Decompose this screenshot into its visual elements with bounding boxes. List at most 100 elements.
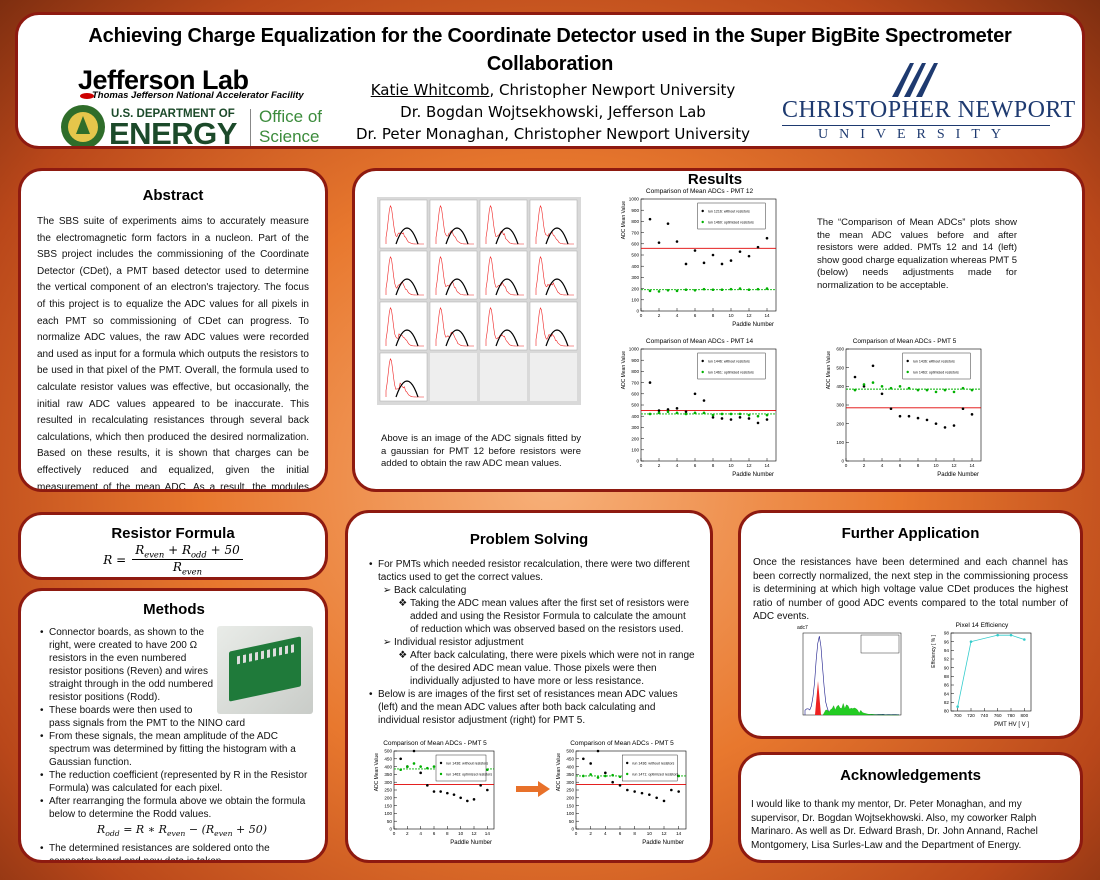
y-tick-label: 86 [944,683,950,688]
y-tick-label: 250 [566,788,574,793]
y-tick-label: 80 [944,709,950,714]
y-tick-label: 400 [384,764,392,769]
empty-panel [430,353,477,401]
results-panel: Results Above is an image of the ADC sig… [352,168,1085,492]
list-item: Individual resistor adjustment After back… [394,636,696,688]
plot-frame [950,632,1032,712]
x-tick-label: 720 [967,713,975,718]
legend-label: run 1461: optimized resistors [708,370,754,374]
data-point [693,411,697,415]
x-tick-label: 740 [980,713,988,718]
data-point [880,392,884,396]
y-tick-label: 200 [384,796,392,801]
data-point [675,411,679,415]
data-point [1023,638,1026,641]
data-point [648,289,652,293]
data-point [969,640,973,643]
y-tick-label: 900 [631,358,639,363]
legend-box [902,352,971,380]
data-point [956,705,959,708]
gaussian-fit [395,278,419,296]
data-point [582,757,585,761]
data-point [693,249,697,252]
gaussian-fit [445,329,469,347]
empty-panel [530,353,577,401]
abstract-text: The SBS suite of experiments aims to acc… [37,216,309,492]
item-text: Individual resistor adjustment [394,637,524,648]
y-axis-label: ADC Mean Value [826,351,832,389]
data-point [729,259,733,262]
y-tick-label: 1000 [629,197,640,202]
y-tick-label: 0 [389,827,392,832]
data-point [657,409,661,412]
data-point [399,768,402,772]
y-axis-label: ADC Mean Value [556,753,562,791]
section-title: Problem Solving [469,531,589,548]
data-point [747,413,751,417]
further-application-panel: Further Application Once the resistances… [738,510,1083,739]
further-text: Once the resistances have been determine… [753,557,1068,622]
data-point [648,381,652,384]
acknowledgements-text: I would like to thank my mentor, Dr. Pet… [751,799,1038,851]
y-tick-label: 0 [841,459,844,464]
data-point [611,773,614,777]
data-point [756,414,760,418]
y-tick-label: 600 [836,347,844,352]
data-point [898,414,902,418]
data-point [432,790,436,793]
y-tick-label: 90 [944,665,950,670]
data-point [684,288,688,292]
data-point [711,253,715,257]
data-point [996,633,999,637]
y-tick-label: 350 [566,772,574,777]
acknowledgements-panel: Acknowledgements I would like to thank m… [738,752,1083,863]
arrow-shape [516,781,550,797]
data-point [756,245,760,249]
stats-box [860,634,900,654]
x-tick-label: 10 [933,463,939,468]
y-tick-label: 82 [944,700,950,705]
legend-label: run 1436: without resistors [913,359,955,363]
section-title: Results [687,171,743,188]
x-tick-label: 10 [728,313,734,318]
y-tick-label: 200 [631,286,639,291]
data-point [907,414,911,418]
data-point [486,768,489,772]
x-tick-label: 14 [485,831,491,836]
y-tick-label: 450 [566,757,574,762]
formula-term: − (R [185,823,215,836]
data-point [862,385,866,388]
histogram-panel [479,199,528,249]
plot-title: Comparison of Mean ADCs - PMT 12 [646,188,754,195]
x-tick-label: 10 [458,831,464,836]
data-point [439,790,442,793]
data-point [702,411,706,415]
cnu-emblem [892,63,938,97]
item-text: Taking the ADC mean values after the fir… [410,598,690,635]
data-point [952,390,956,394]
cnu-stripe [892,63,914,97]
data-point [961,386,965,390]
legend-label: run 1460: optimized resistors [708,220,754,224]
x-tick-label: 2 [863,463,866,468]
data-point [747,254,751,258]
data-point [738,416,742,419]
x-tick-label: 0 [640,463,643,468]
y-tick-label: 92 [944,657,950,662]
y-tick-label: 500 [631,403,639,408]
y-tick-label: 1000 [629,347,640,352]
data-point [684,412,688,416]
y-tick-label: 100 [631,298,639,303]
plot-title: Pixel 14 Efficiency [956,622,1009,629]
data-point [406,765,409,768]
x-tick-label: 12 [746,463,752,468]
data-point [419,771,422,775]
x-tick-label: 14 [764,463,770,468]
histogram-title: adc7 [797,625,808,631]
legend-box [621,754,678,782]
cnu-stripe [916,63,938,97]
resistor-formula: R = Reven + Rodd + 50 Reven [21,543,325,577]
y-tick-label: 100 [836,440,844,445]
data-point [596,776,600,779]
plot-title: Comparison of Mean ADCs - PMT 5 [853,338,957,345]
